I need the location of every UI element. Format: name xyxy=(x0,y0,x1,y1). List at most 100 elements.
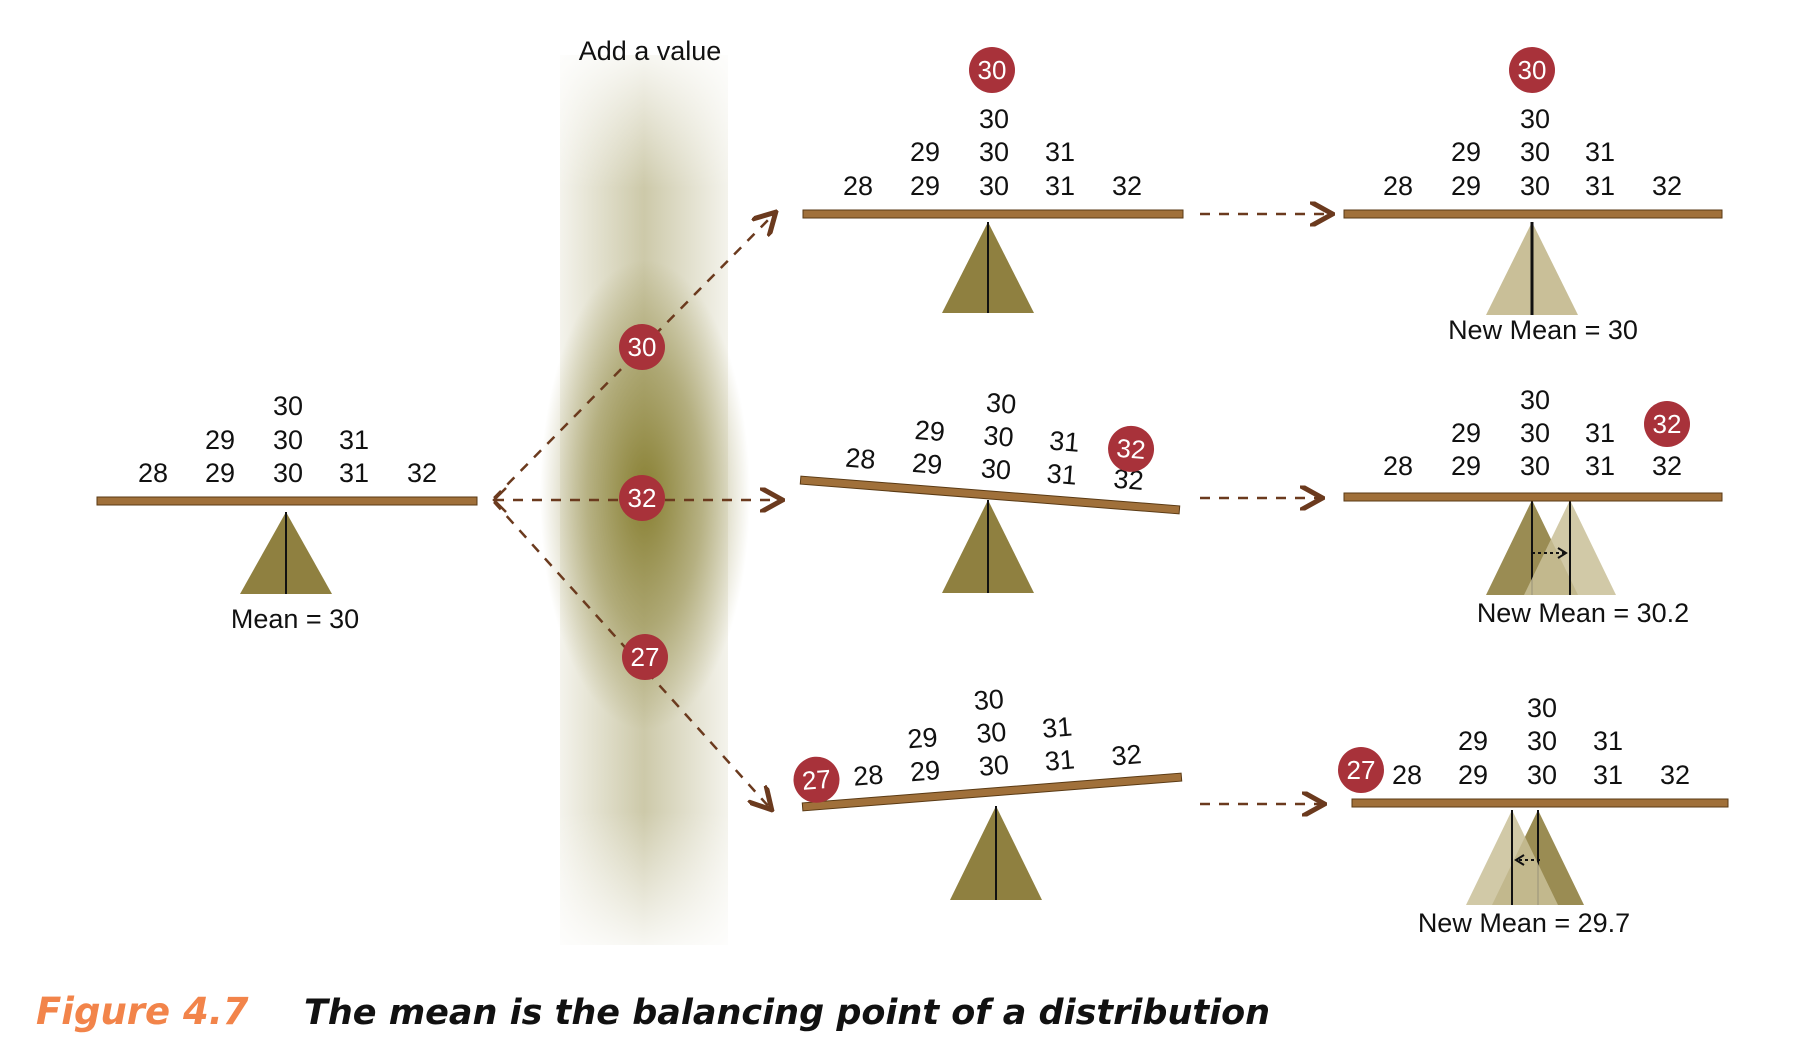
value-label: 31 xyxy=(1585,137,1615,167)
scenario-3-after: 30 29 30 31 28 29 30 31 32 27 New Mean =… xyxy=(1338,693,1729,938)
scenario-1-badge: 30 xyxy=(969,47,1015,93)
value-label: 32 xyxy=(1660,760,1690,790)
value-label: 31 xyxy=(339,458,369,488)
value-label: 32 xyxy=(407,458,437,488)
value-label: 29 xyxy=(1451,137,1481,167)
value-label: 30 xyxy=(273,425,303,455)
value-label: 30 xyxy=(1520,104,1550,134)
initial-fulcrum xyxy=(240,512,332,594)
scenario-1-after: 30 30 29 30 31 28 29 30 31 32 New Mean =… xyxy=(1343,47,1723,345)
arrow-origin-chevron xyxy=(492,487,507,513)
value-label: 28 xyxy=(1383,171,1413,201)
value-label: 30 xyxy=(973,684,1005,716)
value-label: 30 xyxy=(980,453,1012,485)
scenario-1-fulcrum xyxy=(942,222,1034,313)
value-label: 30 xyxy=(273,458,303,488)
value-label: 30 xyxy=(979,171,1009,201)
value-label: 30 xyxy=(1527,760,1557,790)
initial-balance: 30 29 30 31 28 29 30 31 32 Mean = 30 xyxy=(96,391,478,634)
value-label: 29 xyxy=(1458,726,1488,756)
scenario-1-beam xyxy=(802,209,1184,219)
value-label: 28 xyxy=(852,760,884,792)
scenario-2-after: 30 29 30 31 28 29 30 31 32 32 New Mean =… xyxy=(1343,385,1723,628)
scenario-2-result-beam xyxy=(1343,492,1723,502)
initial-values: 30 29 30 31 28 29 30 31 32 xyxy=(138,391,437,488)
value-label: 29 xyxy=(1458,760,1488,790)
value-label: 30 xyxy=(982,420,1014,452)
value-label: 29 xyxy=(1451,418,1481,448)
value-label: 28 xyxy=(843,171,873,201)
value-label: 28 xyxy=(1383,451,1413,481)
value-label: 30 xyxy=(1520,418,1550,448)
value-label: 31 xyxy=(1048,426,1080,458)
value-label: 29 xyxy=(1451,171,1481,201)
value-label: 30 xyxy=(1527,693,1557,723)
scenario-1-result-badge-text: 30 xyxy=(1518,55,1547,85)
value-label: 30 xyxy=(979,104,1009,134)
value-label: 32 xyxy=(1110,739,1142,771)
value-label: 29 xyxy=(1451,451,1481,481)
scenario-2-result-badge: 32 xyxy=(1644,401,1690,447)
added-badge-30-text: 30 xyxy=(628,332,657,362)
caption-text: The mean is the balancing point of a dis… xyxy=(304,993,1270,1033)
figure-number: Figure 4.7 xyxy=(36,990,249,1033)
added-badge-27: 27 xyxy=(622,634,668,680)
added-badge-32: 32 xyxy=(619,475,665,521)
value-label: 30 xyxy=(1520,451,1550,481)
scenario-3-badge: 27 xyxy=(793,756,840,803)
scenario-3-fulcrum xyxy=(950,806,1042,900)
scenario-1-result-badge: 30 xyxy=(1509,47,1555,93)
value-label: 30 xyxy=(978,750,1010,782)
added-badge-27-text: 27 xyxy=(631,642,660,672)
value-label: 29 xyxy=(910,137,940,167)
scenario-3-result-badge-text: 27 xyxy=(1347,755,1376,785)
value-label: 31 xyxy=(1045,137,1075,167)
value-label: 29 xyxy=(205,458,235,488)
value-label: 31 xyxy=(339,425,369,455)
value-label: 30 xyxy=(979,137,1009,167)
scenario-3-before: 30 29 30 31 28 29 30 31 32 27 xyxy=(793,684,1183,900)
initial-beam xyxy=(96,496,478,506)
value-label: 29 xyxy=(906,722,938,754)
initial-mean-label: Mean = 30 xyxy=(231,604,359,634)
scenario-2-badge-text: 32 xyxy=(1115,433,1146,465)
value-label: 29 xyxy=(914,415,946,447)
value-label: 30 xyxy=(1527,726,1557,756)
figure-caption: Figure 4.7 The mean is the balancing poi… xyxy=(36,990,1270,1033)
value-label: 30 xyxy=(1520,171,1550,201)
value-label: 29 xyxy=(909,755,941,787)
scenario-3-result-badge: 27 xyxy=(1338,747,1384,793)
scenario-2-beam xyxy=(799,475,1181,515)
value-label: 31 xyxy=(1041,712,1073,744)
value-label: 31 xyxy=(1045,171,1075,201)
value-label: 29 xyxy=(911,448,943,480)
added-value-badges: 30 32 27 xyxy=(619,324,668,680)
value-label: 32 xyxy=(1652,451,1682,481)
scenario-2-result-badge-text: 32 xyxy=(1653,409,1682,439)
value-label: 31 xyxy=(1585,171,1615,201)
scenario-2-new-fulcrum xyxy=(1524,500,1616,595)
value-label: 31 xyxy=(1585,418,1615,448)
scenario-1-before: 30 30 29 30 31 28 29 30 31 32 xyxy=(802,47,1184,313)
value-label: 31 xyxy=(1585,451,1615,481)
scenario-3-badge-text: 27 xyxy=(801,764,832,796)
value-label: 30 xyxy=(975,717,1007,749)
value-label: 28 xyxy=(1392,760,1422,790)
scenario-2-before: 30 29 30 31 28 29 30 31 32 32 xyxy=(799,387,1181,593)
value-label: 31 xyxy=(1593,726,1623,756)
value-label: 30 xyxy=(985,387,1017,419)
scenario-1-new-mean: New Mean = 30 xyxy=(1448,315,1638,345)
added-badge-32-text: 32 xyxy=(628,483,657,513)
scenario-3-result-beam xyxy=(1351,798,1729,808)
value-label: 28 xyxy=(844,443,876,475)
added-badge-30: 30 xyxy=(619,324,665,370)
value-label: 31 xyxy=(1044,744,1076,776)
value-label: 29 xyxy=(910,171,940,201)
value-label: 31 xyxy=(1046,458,1078,490)
value-label: 30 xyxy=(273,391,303,421)
scenario-2-badge: 32 xyxy=(1108,425,1155,472)
value-label: 30 xyxy=(1520,137,1550,167)
column-title: Add a value xyxy=(579,36,722,66)
value-label: 30 xyxy=(1520,385,1550,415)
